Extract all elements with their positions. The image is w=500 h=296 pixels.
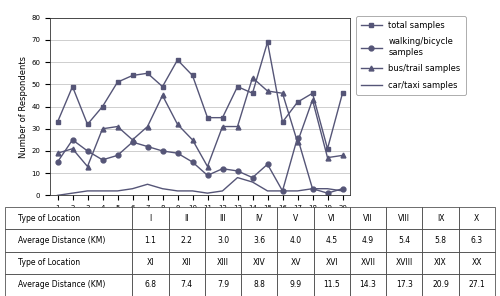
Legend: total samples, walking/bicycle
samples, bus/trail samples, car/taxi samples: total samples, walking/bicycle samples, … (356, 16, 466, 95)
Y-axis label: Number of Respondents: Number of Respondents (20, 56, 28, 157)
X-axis label: Disdance Traveled: Disdance Traveled (158, 217, 242, 226)
